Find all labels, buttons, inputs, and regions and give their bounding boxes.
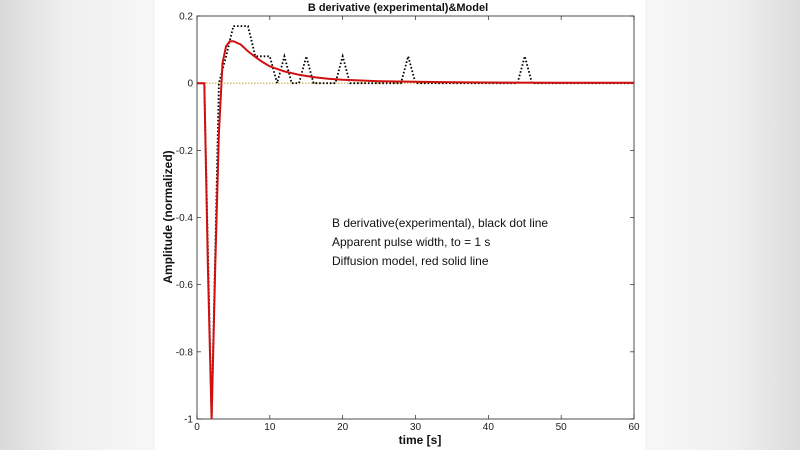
y-tick-label: -0.2 — [176, 146, 194, 157]
chart-figure: B derivative (experimental)&Model 0 10 20 3… — [155, 0, 645, 450]
chart-title: B derivative (experimental)&Model — [308, 2, 488, 14]
annotation-experimental: B derivative(experimental), black dot li… — [332, 216, 548, 230]
y-axis-title: Amplitude (normalized) — [161, 150, 175, 283]
y-tick-label: 0.2 — [179, 12, 193, 23]
x-tick-label: 50 — [556, 422, 568, 433]
series-model-line — [197, 40, 634, 420]
y-tick-label: -1 — [184, 415, 193, 426]
x-tick-label: 30 — [410, 422, 422, 433]
x-axis-title: time [s] — [399, 433, 442, 447]
annotation-model: Diffusion model, red solid line — [332, 254, 489, 268]
annotation-pulse-width: Apparent pulse width, to = 1 s — [332, 235, 490, 249]
x-tick-label: 20 — [337, 422, 349, 433]
series-layer — [197, 25, 634, 420]
y-tick-label: -0.4 — [176, 213, 194, 224]
x-tick-label: 0 — [194, 422, 200, 433]
x-tick-label: 40 — [483, 422, 495, 433]
y-tick-label: 0 — [187, 79, 193, 90]
line-chart: B derivative (experimental)&Model 0 10 20 3… — [161, 2, 640, 447]
x-tick-label: 10 — [264, 422, 276, 433]
y-tick-label: -0.6 — [176, 280, 194, 291]
y-tick-label: -0.8 — [176, 347, 194, 358]
x-tick-label: 60 — [628, 422, 640, 433]
axis-ticks: 0 10 20 30 40 50 60 0.2 0 -0.2 -0.4 -0.6 -0.8 -1 — [176, 12, 640, 434]
